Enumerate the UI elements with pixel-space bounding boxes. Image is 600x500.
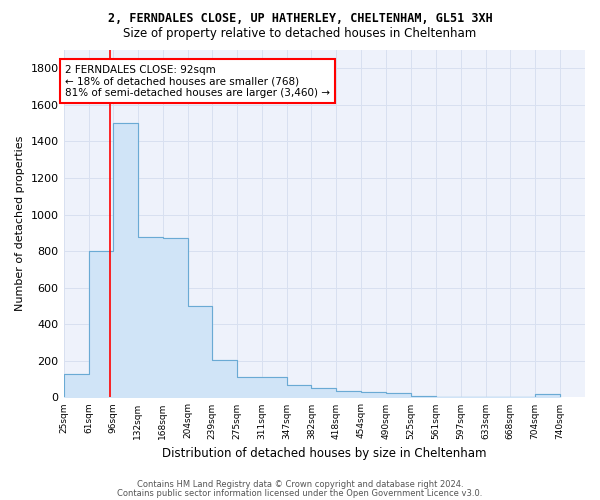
Text: Size of property relative to detached houses in Cheltenham: Size of property relative to detached ho…	[124, 28, 476, 40]
Y-axis label: Number of detached properties: Number of detached properties	[15, 136, 25, 312]
Text: Contains HM Land Registry data © Crown copyright and database right 2024.: Contains HM Land Registry data © Crown c…	[137, 480, 463, 489]
X-axis label: Distribution of detached houses by size in Cheltenham: Distribution of detached houses by size …	[162, 447, 487, 460]
Text: 2 FERNDALES CLOSE: 92sqm
← 18% of detached houses are smaller (768)
81% of semi-: 2 FERNDALES CLOSE: 92sqm ← 18% of detach…	[65, 64, 330, 98]
Text: Contains public sector information licensed under the Open Government Licence v3: Contains public sector information licen…	[118, 488, 482, 498]
Text: 2, FERNDALES CLOSE, UP HATHERLEY, CHELTENHAM, GL51 3XH: 2, FERNDALES CLOSE, UP HATHERLEY, CHELTE…	[107, 12, 493, 26]
